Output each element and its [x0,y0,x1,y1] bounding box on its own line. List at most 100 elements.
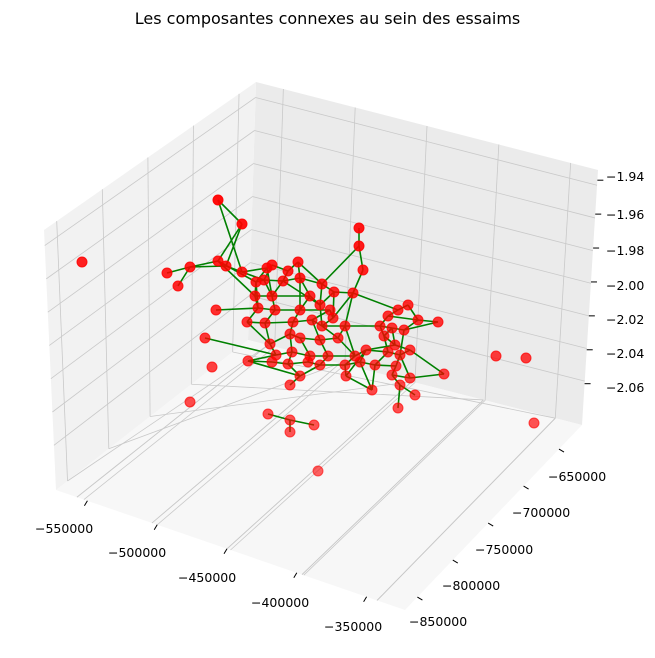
data-point [316,278,328,290]
grid-line [56,221,68,482]
x-tick-mark [83,500,88,507]
data-point [277,275,289,287]
data-point [294,370,306,382]
edge-line [409,349,445,375]
grid-line [147,157,151,417]
data-point [520,352,532,364]
data-point [312,465,324,477]
data-point [402,299,414,311]
data-point [262,408,274,420]
data-point [398,324,410,336]
edge-line [409,373,445,379]
data-point [366,384,378,396]
z-tick-label: −2.02 [606,312,644,327]
data-point [347,287,359,299]
data-point [314,299,326,311]
grid-line [76,344,269,498]
x-tick-label: −450000 [178,570,236,585]
data-point [266,356,278,368]
data-point [242,355,254,367]
data-point [378,330,390,342]
data-point [382,346,394,358]
grid-line [83,346,275,500]
data-point [390,360,402,372]
axes-panes [44,82,598,610]
grid-line [53,295,250,446]
data-point [360,344,372,356]
edge-line [217,223,243,262]
data-point [354,356,366,368]
edge-line [321,245,360,285]
data-point [314,359,326,371]
data-point [432,316,444,328]
y-tick-mark [452,559,459,564]
data-point [339,320,351,332]
grid-line [484,144,500,401]
data-point [340,370,352,382]
data-point [241,316,253,328]
grid-line [46,130,255,280]
y-tick-mark [558,448,565,453]
y-tick-label: −850000 [409,614,467,629]
data-point [316,320,328,332]
data-point [404,372,416,384]
y-tick-label: −700000 [512,505,570,520]
data-point [304,290,316,302]
data-point [282,265,294,277]
grid-line [151,363,341,524]
data-point [294,272,306,284]
data-point [284,328,296,340]
grid-line [50,229,252,380]
y-tick-mark [417,596,423,601]
z-tick-label: −1.98 [606,243,644,258]
x-tick-mark [363,596,368,603]
data-point [284,379,296,391]
data-point [172,280,184,292]
edge-line [344,292,354,327]
data-point [392,402,404,414]
data-point [412,314,424,326]
data-point [394,349,406,361]
grid-line [67,344,269,482]
z-tick-label: −2.00 [606,278,644,293]
data-point [212,194,224,206]
left-wall-pane [44,82,256,490]
data-point [282,358,294,370]
z-tick-label: −2.04 [606,346,644,361]
data-point [269,304,281,316]
data-point [266,259,278,271]
grid-line [301,399,484,575]
data-point [394,379,406,391]
edge-line [352,292,399,311]
grid-line [52,262,251,413]
y-tick-label: −650000 [548,469,606,484]
y-tick-label: −750000 [475,542,533,557]
x-tick-label: −500000 [108,545,166,560]
grid-line [274,89,284,347]
grid-line [230,382,416,551]
x-tick-mark [223,548,228,555]
data-point [161,267,173,279]
edge-line [282,280,321,306]
scatter-points [76,194,540,477]
y-axis: −650000 −700000 −750000 −800000 −850000 [409,469,606,629]
data-point [382,310,394,322]
data-point [339,359,351,371]
edge-line [247,360,301,377]
x-tick-mark [153,524,158,531]
data-point [353,240,365,252]
data-point [332,332,344,344]
data-point [236,266,248,278]
data-point [353,222,365,234]
edge-line [204,337,277,356]
x-tick-label: −400000 [251,595,309,610]
data-point [357,264,369,276]
grid-line [303,400,486,576]
grid-line [156,364,346,526]
axis-ticks [83,179,604,603]
data-point [206,361,218,373]
data-point [374,320,386,332]
data-point [76,256,88,268]
data-point [369,359,381,371]
